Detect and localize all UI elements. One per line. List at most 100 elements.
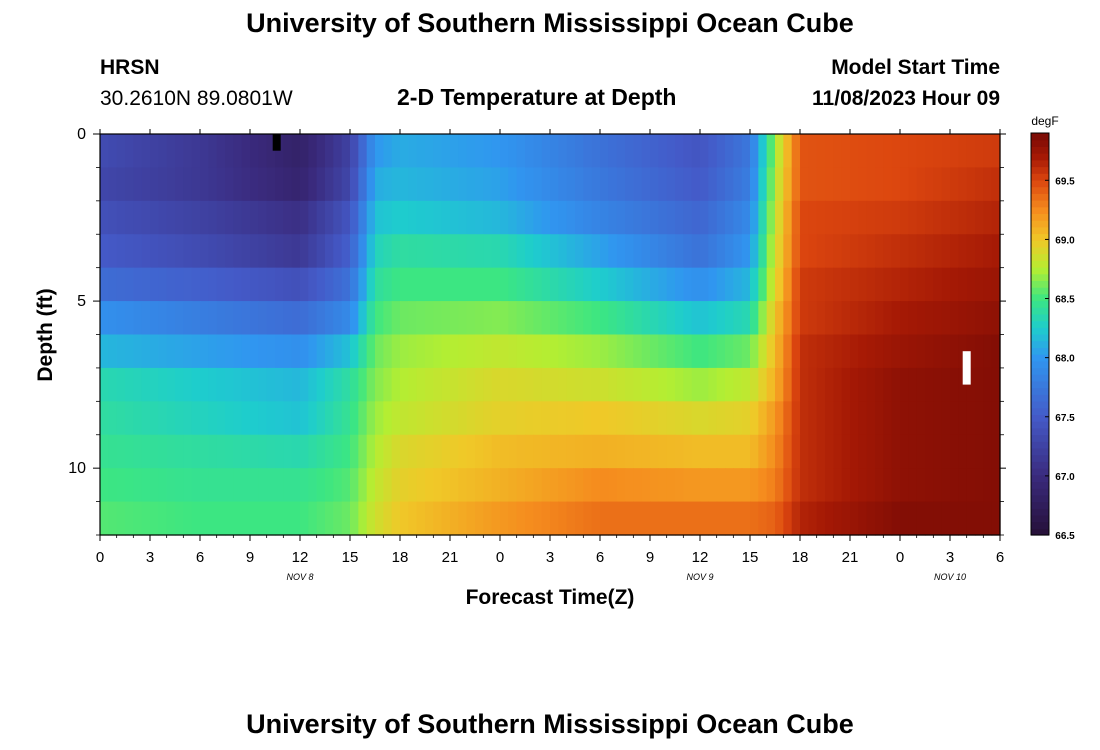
heatmap-cell bbox=[308, 200, 318, 235]
heatmap-cell bbox=[983, 334, 993, 369]
heatmap-cell bbox=[491, 367, 501, 402]
heatmap-cell bbox=[216, 501, 226, 536]
heatmap-cell bbox=[733, 200, 743, 235]
heatmap-cell bbox=[433, 334, 443, 369]
heatmap-cell bbox=[858, 167, 868, 202]
heatmap-cell bbox=[566, 401, 576, 436]
colorbar-segment bbox=[1031, 186, 1049, 194]
heatmap-cell bbox=[441, 468, 451, 503]
heatmap-cell bbox=[391, 301, 401, 336]
heatmap-cell bbox=[250, 401, 259, 436]
heatmap-cell bbox=[575, 134, 584, 169]
heatmap-cell bbox=[991, 301, 1001, 336]
heatmap-cell bbox=[116, 200, 126, 235]
heatmap-cell bbox=[158, 334, 168, 369]
heatmap-cell bbox=[425, 501, 434, 536]
heatmap-cell bbox=[325, 501, 334, 536]
colorbar-segment bbox=[1031, 267, 1049, 275]
heatmap-cell bbox=[466, 200, 476, 235]
heatmap-cell bbox=[583, 401, 593, 436]
heatmap-cell bbox=[416, 434, 426, 469]
footer-title: University of Southern Mississippi Ocean… bbox=[246, 709, 854, 739]
y-tick-label: 10 bbox=[68, 460, 86, 477]
heatmap-cell bbox=[675, 401, 684, 436]
heatmap-cell bbox=[591, 234, 601, 269]
heatmap-cell bbox=[525, 468, 534, 503]
heatmap-cell bbox=[925, 468, 934, 503]
heatmap-cell bbox=[441, 234, 451, 269]
heatmap-cell bbox=[316, 367, 326, 402]
heatmap-cell bbox=[558, 401, 568, 436]
heatmap-cell bbox=[408, 134, 418, 169]
heatmap-cell bbox=[358, 134, 368, 169]
heatmap-cell bbox=[191, 134, 201, 169]
heatmap-cell bbox=[358, 367, 368, 402]
heatmap-cell bbox=[683, 267, 693, 302]
heatmap-cell bbox=[333, 301, 343, 336]
heatmap-cell bbox=[358, 334, 368, 369]
heatmap-cell bbox=[550, 134, 559, 169]
colorbar-segment bbox=[1031, 260, 1049, 268]
heatmap-cell bbox=[783, 267, 793, 302]
heatmap-cell bbox=[633, 334, 643, 369]
heatmap-cell bbox=[616, 434, 626, 469]
heatmap-cell bbox=[558, 200, 568, 235]
heatmap-cell bbox=[208, 434, 218, 469]
heatmap-cell bbox=[766, 468, 776, 503]
heatmap-cell bbox=[633, 301, 643, 336]
heatmap-cell bbox=[625, 167, 634, 202]
heatmap-cell bbox=[341, 367, 351, 402]
heatmap-cell bbox=[100, 301, 109, 336]
heatmap-cell bbox=[616, 367, 626, 402]
heatmap-cell bbox=[516, 334, 526, 369]
heatmap-cell bbox=[508, 501, 518, 536]
heatmap-cell bbox=[750, 434, 759, 469]
heatmap-cell bbox=[975, 468, 984, 503]
heatmap-cell bbox=[575, 301, 584, 336]
heatmap-cell bbox=[941, 401, 951, 436]
heatmap-cell bbox=[208, 401, 218, 436]
heatmap-cell bbox=[475, 234, 484, 269]
y-tick-label: 5 bbox=[77, 293, 86, 310]
heatmap-cell bbox=[500, 134, 509, 169]
colorbar-segment bbox=[1031, 246, 1049, 255]
colorbar-segment bbox=[1031, 421, 1049, 429]
heatmap-cell bbox=[166, 401, 176, 436]
heatmap-cell bbox=[950, 334, 959, 369]
heatmap-cell bbox=[475, 434, 484, 469]
heatmap-cell bbox=[466, 501, 476, 536]
heatmap-cell bbox=[175, 334, 184, 369]
heatmap-cell bbox=[200, 234, 209, 269]
heatmap-cell bbox=[550, 167, 559, 202]
heatmap-cell bbox=[258, 367, 268, 402]
heatmap-cell bbox=[725, 367, 734, 402]
heatmap-cell bbox=[525, 401, 534, 436]
heatmap-cell bbox=[266, 468, 276, 503]
heatmap-cell bbox=[233, 434, 243, 469]
heatmap-cell bbox=[541, 167, 551, 202]
heatmap-cell bbox=[383, 401, 393, 436]
heatmap-cell bbox=[625, 501, 634, 536]
heatmap-cell bbox=[716, 334, 726, 369]
heatmap-cell bbox=[116, 267, 126, 302]
heatmap-cell bbox=[641, 267, 651, 302]
heatmap-cell bbox=[866, 267, 876, 302]
heatmap-cell bbox=[600, 234, 609, 269]
heatmap-cell bbox=[391, 267, 401, 302]
heatmap-cell bbox=[866, 367, 876, 402]
heatmap-cell bbox=[675, 468, 684, 503]
heatmap-cell bbox=[158, 501, 168, 536]
heatmap-cell bbox=[208, 234, 218, 269]
heatmap-cell bbox=[608, 468, 618, 503]
heatmap-cell bbox=[591, 301, 601, 336]
x-tick-label: 12 bbox=[292, 549, 309, 566]
heatmap-cell bbox=[441, 267, 451, 302]
heatmap-cell bbox=[325, 401, 334, 436]
heatmap-cell bbox=[191, 167, 201, 202]
heatmap-cell bbox=[883, 134, 893, 169]
heatmap-cell bbox=[350, 434, 359, 469]
model-start-label: Model Start Time bbox=[831, 56, 1000, 79]
heatmap-cell bbox=[133, 401, 143, 436]
heatmap-cell bbox=[175, 134, 184, 169]
heatmap-cell bbox=[358, 301, 368, 336]
